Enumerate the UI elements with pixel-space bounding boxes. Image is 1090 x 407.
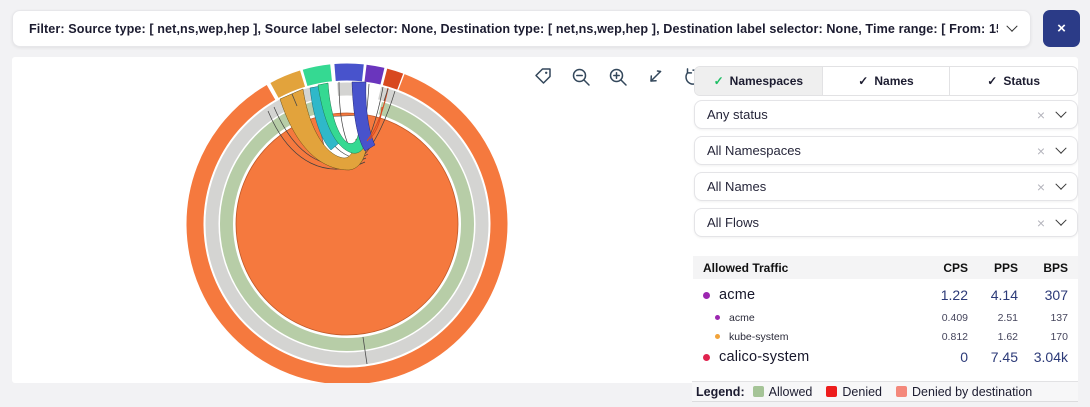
row-bps: 137: [1050, 311, 1068, 324]
arc-orange: [186, 63, 508, 383]
chevron-down-icon[interactable]: [1055, 106, 1067, 118]
arc-blue: [186, 63, 508, 383]
row-pps: 7.45: [990, 349, 1018, 365]
filter-tabs: ✓ Namespaces ✓ Names ✓ Status: [694, 66, 1078, 96]
row-name: kube-system: [729, 330, 789, 343]
chord-blue: [351, 81, 376, 152]
clear-icon[interactable]: ×: [1036, 106, 1045, 123]
center-flow[interactable]: [235, 112, 459, 336]
tag-icon[interactable]: [533, 66, 555, 88]
chord-diagram[interactable]: [12, 57, 678, 383]
chevron-down-icon[interactable]: [1006, 20, 1018, 32]
header-bps: BPS: [1043, 260, 1068, 275]
namespace-arcs[interactable]: [141, 57, 553, 383]
flows-filter-dropdown[interactable]: All Flows ×: [694, 208, 1078, 237]
row-cps: 0.409: [941, 311, 968, 324]
filter-summary-text: Filter: Source type: [ net,ns,wep,hep ],…: [29, 21, 998, 36]
dropdown-value: All Namespaces: [707, 143, 801, 158]
filter-summary-bar[interactable]: Filter: Source type: [ net,ns,wep,hep ],…: [12, 10, 1031, 47]
arc-gold: [186, 63, 508, 383]
dropdown-value: All Names: [707, 179, 767, 194]
header-cps: CPS: [943, 260, 968, 275]
legend-item-allowed: Allowed: [752, 384, 813, 399]
row-name: acme: [729, 311, 755, 324]
clear-icon[interactable]: ×: [1036, 214, 1045, 231]
legend-label: Denied: [842, 384, 883, 399]
row-name: calico-system: [719, 349, 810, 365]
center-view-icon[interactable]: [644, 66, 666, 88]
check-icon: ✓: [713, 74, 724, 88]
arc-purple: [186, 63, 508, 383]
table-row[interactable]: acme 1.22 4.14 307: [693, 282, 1078, 308]
zoom-out-icon[interactable]: [570, 66, 592, 88]
status-filter-dropdown[interactable]: Any status ×: [694, 100, 1078, 129]
namespace-dot: [715, 334, 720, 339]
denied-swatch-icon: [826, 386, 838, 397]
dropdown-value: All Flows: [707, 215, 760, 230]
header-pps: PPS: [993, 260, 1018, 275]
tab-label: Namespaces: [729, 74, 804, 88]
tab-label: Status: [1003, 74, 1041, 88]
allowed-swatch-icon: [752, 386, 764, 397]
namespace-dot: [715, 315, 720, 320]
tab-namespaces[interactable]: ✓ Namespaces: [695, 67, 823, 95]
row-bps: 170: [1050, 330, 1068, 343]
zoom-in-icon[interactable]: [607, 66, 629, 88]
traffic-table-header: Allowed Traffic CPS PPS BPS: [693, 256, 1078, 279]
chevron-down-icon[interactable]: [1055, 142, 1067, 154]
legend: Legend: Allowed Denied Denied by destina…: [692, 381, 1078, 402]
arc-red: [186, 63, 508, 383]
row-pps: 4.14: [990, 287, 1018, 303]
legend-item-denied: Denied: [826, 385, 882, 399]
tab-label: Names: [874, 74, 914, 88]
check-icon: ✓: [987, 74, 998, 88]
row-bps: 3.04k: [1033, 349, 1068, 365]
legend-label: Allowed: [768, 384, 813, 399]
chevron-down-icon[interactable]: [1055, 178, 1067, 190]
row-bps: 307: [1044, 287, 1068, 303]
row-name: acme: [719, 287, 756, 303]
flow-chords[interactable]: [279, 81, 376, 171]
row-cps: 0: [960, 349, 968, 365]
row-pps: 2.51: [997, 311, 1018, 324]
legend-label: Denied by destination: [912, 384, 1033, 399]
namespaces-filter-dropdown[interactable]: All Namespaces ×: [694, 136, 1078, 165]
ring-ticks: [291, 88, 389, 365]
table-row[interactable]: kube-system 0.812 1.62 170: [693, 327, 1078, 346]
clear-icon[interactable]: ×: [1036, 142, 1045, 159]
row-cps: 0.812: [941, 330, 968, 343]
header-allowed-traffic: Allowed Traffic: [703, 260, 789, 275]
arc-green: [186, 63, 508, 383]
chevron-down-icon[interactable]: [1055, 214, 1067, 226]
table-row[interactable]: calico-system 0 7.45 3.04k: [693, 344, 1078, 370]
namespace-dot: [703, 291, 710, 299]
tab-status[interactable]: ✓ Status: [950, 67, 1077, 95]
namespace-dot: [703, 353, 710, 361]
legend-title: Legend:: [696, 384, 745, 399]
clear-icon[interactable]: ×: [1036, 178, 1045, 195]
row-pps: 1.62: [997, 330, 1018, 343]
denied-destination-swatch-icon: [896, 386, 908, 397]
row-cps: 1.22: [940, 287, 968, 303]
close-icon: ×: [1057, 20, 1066, 37]
close-filter-button[interactable]: ×: [1043, 10, 1080, 47]
legend-item-denied-by-destination: Denied by destination: [896, 385, 1032, 399]
dropdown-value: Any status: [707, 107, 768, 122]
check-icon: ✓: [858, 74, 869, 88]
names-filter-dropdown[interactable]: All Names ×: [694, 172, 1078, 201]
tab-names[interactable]: ✓ Names: [823, 67, 951, 95]
table-row[interactable]: acme 0.409 2.51 137: [693, 308, 1078, 327]
chart-toolbar: [533, 66, 703, 88]
